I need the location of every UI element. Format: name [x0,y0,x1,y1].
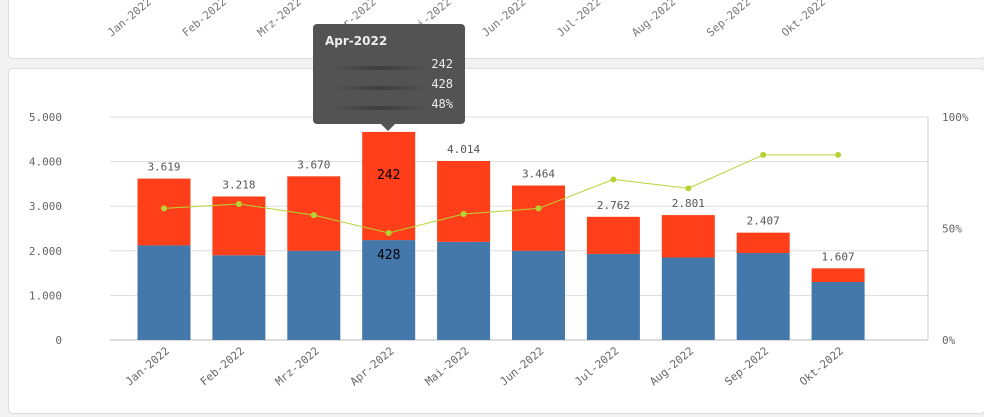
x-tick-label: Jun-2022 [497,344,546,388]
x-tick-label: Apr-2022 [348,344,397,388]
bar-blue [512,250,565,340]
top-x-tick-label: Jun-2022 [479,0,528,39]
total-label: 3.464 [522,168,555,181]
y-tick-label: 5.000 [29,111,62,124]
total-label: 3.218 [222,178,255,191]
bar-value-label: 428 [377,248,400,263]
tooltip-value: 48% [431,97,453,111]
line-point [835,151,842,158]
line-point [235,200,242,207]
bar-blue [586,253,640,340]
line-point [760,151,767,158]
total-label: 1.607 [822,250,855,263]
line-point [610,176,617,183]
bar-red [586,216,640,254]
y-tick-label: 3.000 [29,200,62,213]
bar-blue [287,250,341,340]
bar-red [437,160,491,242]
bar-red [661,215,715,258]
bar-value-label: 242 [377,168,400,183]
top-x-tick-label: Jul-2022 [554,0,603,39]
total-label: 3.670 [297,158,330,171]
total-label: 3.619 [147,161,180,174]
y-tick-label: 2.000 [29,245,62,258]
top-chart-panel [8,0,984,59]
y2-tick-label: 100% [942,111,969,124]
bar-blue [212,255,266,340]
bar-red [512,185,565,251]
total-label: 2.407 [747,215,780,228]
y-tick-label: 1.000 [29,289,62,302]
x-tick-label: Mai-2022 [423,344,472,388]
top-x-tick-label: Aug-2022 [629,0,678,39]
x-tick-label: Sep-2022 [722,344,771,388]
x-tick-label: Okt-2022 [797,344,846,388]
line-point [460,211,467,218]
x-tick-label: Feb-2022 [198,344,247,388]
bar-blue [661,257,715,340]
line-point [310,212,317,219]
top-x-tick-label: Mrz-2022 [255,0,304,39]
top-x-tick-label: Sep-2022 [704,0,753,39]
line-point [385,229,392,236]
total-label: 2.762 [597,199,630,212]
top-x-tick-label: Feb-2022 [180,0,229,39]
top-x-tick-label: Okt-2022 [779,0,828,39]
line-point [535,205,542,212]
y2-tick-label: 50% [942,223,962,236]
bar-blue [437,241,491,340]
bar-blue [736,253,790,340]
total-label: 4.014 [447,143,480,156]
total-label: 2.801 [672,197,705,210]
line-point [685,185,692,192]
line-point [161,205,167,212]
bar-blue [362,240,416,340]
x-tick-label: Jan-2022 [123,344,172,388]
top-x-tick-label: Jan-2022 [105,0,154,39]
bar-blue [137,245,191,340]
bar-red [137,178,191,246]
tooltip-title: Apr-2022 [325,34,388,48]
bar-red [811,268,865,283]
tooltip: Apr-2022 242 428 48% [313,24,465,131]
x-tick-label: Mrz-2022 [273,344,322,388]
bar-red [362,131,416,241]
y2-tick-label: 0% [942,334,956,347]
tooltip-value: 242 [431,57,453,71]
bar-blue [811,282,865,340]
y-tick-label: 4.000 [29,156,62,169]
bar-red [736,232,790,254]
line-series [163,154,839,234]
x-tick-label: Jul-2022 [572,344,621,388]
x-tick-label: Aug-2022 [647,344,696,388]
y-tick-label: 0 [55,334,62,347]
tooltip-value: 428 [431,77,453,91]
